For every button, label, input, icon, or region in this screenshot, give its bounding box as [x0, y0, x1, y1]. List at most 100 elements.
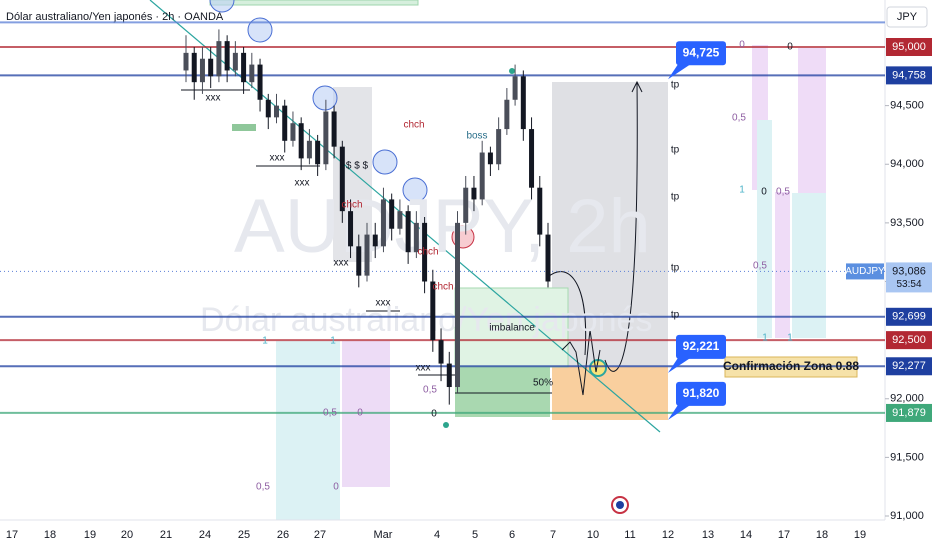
candle-body — [331, 111, 337, 147]
price-label: 92,699 — [892, 311, 926, 323]
annotation: 50% — [533, 378, 553, 389]
callout-pointer — [668, 354, 692, 373]
drawings — [0, 0, 928, 521]
candle-body — [290, 123, 296, 141]
price-label: 91,879 — [892, 407, 926, 419]
candle-body — [265, 99, 271, 118]
y-tick-label: 94,500 — [890, 100, 924, 112]
fib-zone — [276, 341, 340, 520]
annotation: 1 — [739, 185, 745, 196]
candle-body — [348, 211, 354, 247]
currency-button[interactable] — [886, 6, 928, 28]
candle-body — [257, 64, 263, 100]
candle-body — [529, 129, 535, 188]
annotation: 0 — [761, 187, 767, 198]
candle-body — [438, 340, 444, 364]
marker-circle — [372, 149, 398, 175]
candle-body — [520, 76, 526, 130]
candle-body — [232, 52, 238, 71]
annotation: 0,5 — [323, 408, 337, 419]
currency[interactable]: JPY — [897, 11, 918, 23]
annotation: tp — [671, 263, 680, 274]
zigzag — [561, 329, 601, 396]
candle-body — [298, 123, 304, 159]
x-tick-label: 19 — [854, 529, 866, 541]
annotation: 1 — [787, 333, 793, 344]
fib-zone — [342, 341, 390, 487]
fib-zone — [757, 120, 772, 338]
price-label-box — [886, 331, 932, 350]
x-tick-label: Mar — [374, 529, 393, 541]
price-label-box — [886, 357, 932, 376]
candle-body — [422, 222, 428, 282]
x-tick-label: 14 — [740, 529, 752, 541]
price-label-box — [886, 66, 932, 85]
x-tick-label: 18 — [44, 529, 56, 541]
callout-label: 91,820 — [683, 386, 720, 400]
event-icon — [616, 501, 624, 509]
candle-body — [487, 152, 493, 165]
fib-zone — [775, 192, 790, 338]
target-zone — [552, 82, 668, 367]
candle-body — [471, 187, 477, 200]
x-tick-label: 11 — [624, 529, 635, 541]
price-label: 92,500 — [892, 334, 926, 346]
annotation: tp — [671, 192, 680, 203]
candle-body — [413, 222, 419, 253]
arrow-head — [631, 80, 643, 93]
x-tick-label: 12 — [662, 529, 674, 541]
callout-pointer — [668, 401, 692, 420]
annotation: 0,5 — [423, 385, 437, 396]
symbol-box — [846, 263, 884, 280]
y-tick-label: 93,500 — [890, 217, 924, 229]
candle-body — [282, 105, 288, 141]
x-tick-label: 24 — [199, 529, 211, 541]
candle-body — [323, 111, 329, 165]
plot: 94,50094,00093,50093,00092,00091,50091,0… — [0, 21, 932, 541]
annotation: Confirmación Zona 0.88 — [723, 359, 859, 373]
annotation: xxx — [334, 258, 349, 269]
annotation: chch — [403, 120, 424, 131]
annotation: 0 — [357, 408, 363, 419]
price-label-box — [886, 403, 932, 422]
candle-body — [389, 199, 395, 229]
candle-body — [397, 211, 403, 229]
candle-body — [199, 58, 205, 83]
zone — [209, 0, 419, 6]
annotation: 1 — [262, 336, 268, 347]
annotation: xxx — [295, 178, 310, 189]
annotation: xxx — [376, 298, 391, 309]
x-tick-label: 13 — [702, 529, 714, 541]
fib-zone — [798, 48, 826, 193]
annotation: xxx — [206, 93, 221, 104]
stop-zone — [552, 367, 668, 420]
price-label: 95,000 — [892, 41, 926, 53]
symbol-label: AUDJPY — [845, 266, 885, 277]
candle-body — [183, 52, 189, 71]
x-tick-label: 27 — [314, 529, 326, 541]
x-tick-label: 21 — [160, 529, 172, 541]
candle-body — [496, 129, 502, 165]
candle-body — [339, 146, 345, 212]
annotation: chch — [341, 200, 362, 211]
candle-body — [241, 52, 247, 83]
y-tick-label: 92,000 — [890, 393, 924, 405]
x-tick-label: 19 — [84, 529, 96, 541]
annotation: xxx — [416, 363, 431, 374]
candle-body — [463, 187, 469, 223]
candle-body — [545, 234, 551, 282]
imbalance-zone — [454, 287, 569, 368]
candle-body — [405, 211, 411, 253]
y-tick-label: 94,000 — [890, 158, 924, 170]
watermark-symbol: AUDJPY, 2h — [234, 184, 651, 269]
candle-body — [372, 234, 378, 247]
candle-body — [208, 58, 214, 77]
marker-circle — [312, 85, 338, 111]
x-tick-label: 18 — [816, 529, 828, 541]
annotation: 0 — [333, 482, 339, 493]
candle-body — [446, 363, 452, 388]
candle-body — [216, 41, 222, 77]
candle-body — [504, 99, 510, 130]
y-tick-label: 91,500 — [890, 451, 924, 463]
annotation: 0,5 — [776, 187, 790, 198]
